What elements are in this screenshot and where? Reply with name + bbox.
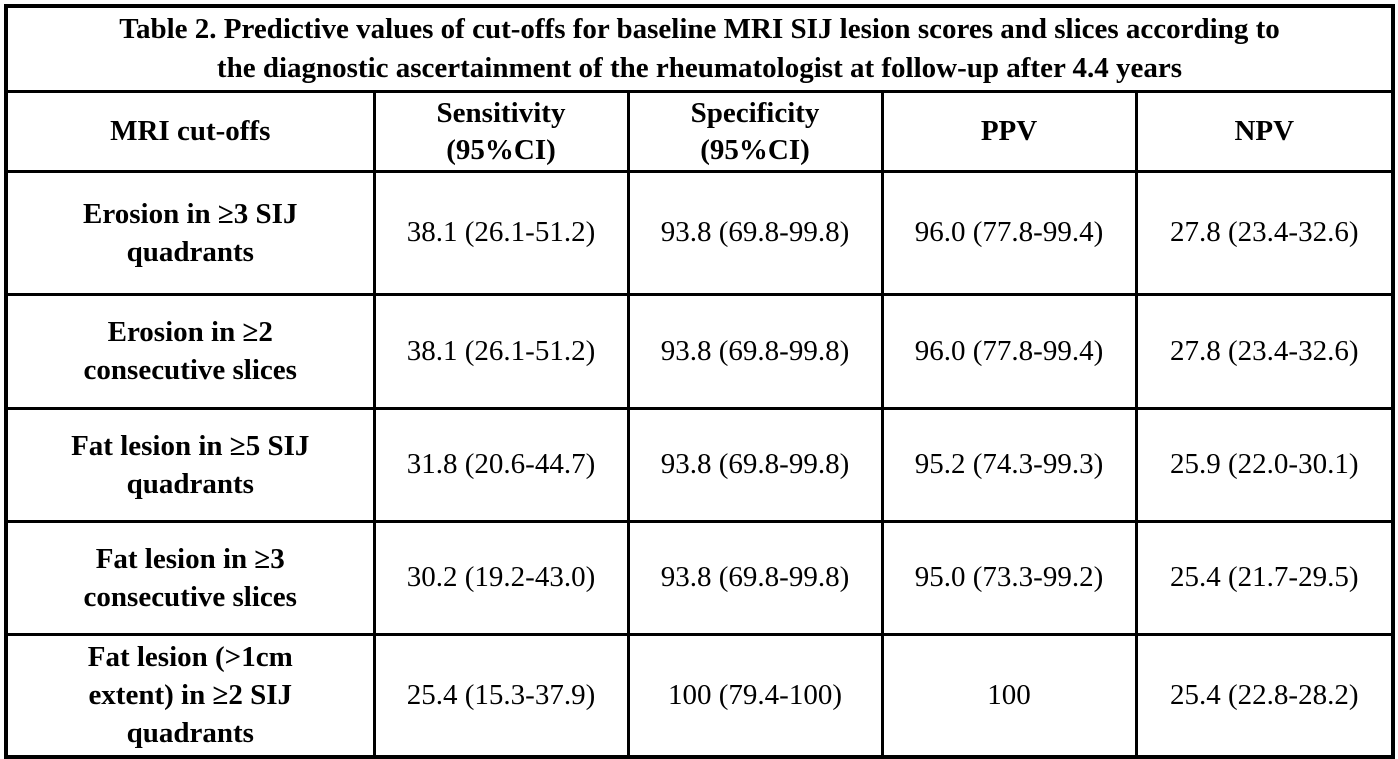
row-label: Erosion in ≥3 SIJ quadrants bbox=[4, 169, 376, 296]
ppv-cell: 95.2 (74.3-99.3) bbox=[880, 406, 1138, 523]
sensitivity-cell: 30.2 (19.2-43.0) bbox=[372, 519, 630, 636]
table-row: Fat lesion in ≥5 SIJ quadrants 31.8 (20.… bbox=[4, 406, 1395, 523]
row-label-line: Erosion in ≥2 bbox=[107, 316, 273, 349]
column-header-npv: NPV bbox=[1134, 90, 1395, 173]
row-label: Erosion in ≥2 consecutive slices bbox=[4, 292, 376, 410]
column-header-label-line2: (95%CI) bbox=[446, 133, 556, 166]
row-label-line: quadrants bbox=[126, 467, 254, 500]
npv-cell: 25.4 (21.7-29.5) bbox=[1134, 519, 1395, 636]
row-label: Fat lesion in ≥3 consecutive slices bbox=[4, 519, 376, 636]
table-row: Erosion in ≥2 consecutive slices 38.1 (2… bbox=[4, 292, 1395, 410]
column-header-label: NPV bbox=[1234, 115, 1295, 148]
row-label-line: Fat lesion (>1cm bbox=[87, 640, 293, 673]
column-header-specificity: Specificity (95%CI) bbox=[626, 90, 884, 173]
specificity-cell: 93.8 (69.8-99.8) bbox=[626, 292, 884, 410]
table-row: Fat lesion in ≥3 consecutive slices 30.2… bbox=[4, 519, 1395, 636]
table-title: Table 2. Predictive values of cut-offs f… bbox=[4, 4, 1395, 94]
column-header-label-line2: (95%CI) bbox=[700, 133, 810, 166]
npv-cell: 27.8 (23.4-32.6) bbox=[1134, 292, 1395, 410]
predictive-values-table: Table 2. Predictive values of cut-offs f… bbox=[4, 4, 1396, 759]
sensitivity-cell: 31.8 (20.6-44.7) bbox=[372, 406, 630, 523]
column-header-label: Specificity bbox=[690, 97, 820, 130]
row-label: Fat lesion (>1cm extent) in ≥2 SIJ quadr… bbox=[4, 632, 376, 759]
row-label-line: extent) in ≥2 SIJ bbox=[88, 679, 293, 712]
ppv-cell: 96.0 (77.8-99.4) bbox=[880, 292, 1138, 410]
header-row: MRI cut-offs Sensitivity (95%CI) Specifi… bbox=[4, 90, 1395, 173]
column-header-label: Sensitivity bbox=[436, 97, 566, 130]
ppv-cell: 96.0 (77.8-99.4) bbox=[880, 169, 1138, 296]
ppv-cell: 100 bbox=[880, 632, 1138, 759]
table-row: Fat lesion (>1cm extent) in ≥2 SIJ quadr… bbox=[4, 632, 1395, 759]
row-label: Fat lesion in ≥5 SIJ quadrants bbox=[4, 406, 376, 523]
row-label-line: Erosion in ≥3 SIJ bbox=[83, 197, 298, 230]
table-row: Erosion in ≥3 SIJ quadrants 38.1 (26.1-5… bbox=[4, 169, 1395, 296]
ppv-cell: 95.0 (73.3-99.2) bbox=[880, 519, 1138, 636]
table-title-line-1: Table 2. Predictive values of cut-offs f… bbox=[119, 13, 1280, 45]
row-label-line: consecutive slices bbox=[83, 354, 297, 387]
table-title-line-2: the diagnostic ascertainment of the rheu… bbox=[216, 52, 1183, 85]
specificity-cell: 93.8 (69.8-99.8) bbox=[626, 406, 884, 523]
column-header-ppv: PPV bbox=[880, 90, 1138, 173]
sensitivity-cell: 38.1 (26.1-51.2) bbox=[372, 169, 630, 296]
row-label-line: quadrants bbox=[126, 717, 254, 750]
sensitivity-cell: 25.4 (15.3-37.9) bbox=[372, 632, 630, 759]
column-header-mri-cut-offs: MRI cut-offs bbox=[4, 90, 376, 173]
column-header-label: MRI cut-offs bbox=[110, 115, 271, 148]
npv-cell: 25.4 (22.8-28.2) bbox=[1134, 632, 1395, 759]
specificity-cell: 93.8 (69.8-99.8) bbox=[626, 169, 884, 296]
row-label-line: Fat lesion in ≥5 SIJ bbox=[71, 429, 310, 462]
row-label-line: quadrants bbox=[126, 235, 254, 268]
specificity-cell: 93.8 (69.8-99.8) bbox=[626, 519, 884, 636]
sensitivity-cell: 38.1 (26.1-51.2) bbox=[372, 292, 630, 410]
npv-cell: 25.9 (22.0-30.1) bbox=[1134, 406, 1395, 523]
column-header-label: PPV bbox=[980, 115, 1038, 148]
row-label-line: Fat lesion in ≥3 bbox=[95, 542, 285, 575]
row-label-line: consecutive slices bbox=[83, 580, 297, 613]
specificity-cell: 100 (79.4-100) bbox=[626, 632, 884, 759]
npv-cell: 27.8 (23.4-32.6) bbox=[1134, 169, 1395, 296]
title-row: Table 2. Predictive values of cut-offs f… bbox=[4, 4, 1395, 94]
column-header-sensitivity: Sensitivity (95%CI) bbox=[372, 90, 630, 173]
